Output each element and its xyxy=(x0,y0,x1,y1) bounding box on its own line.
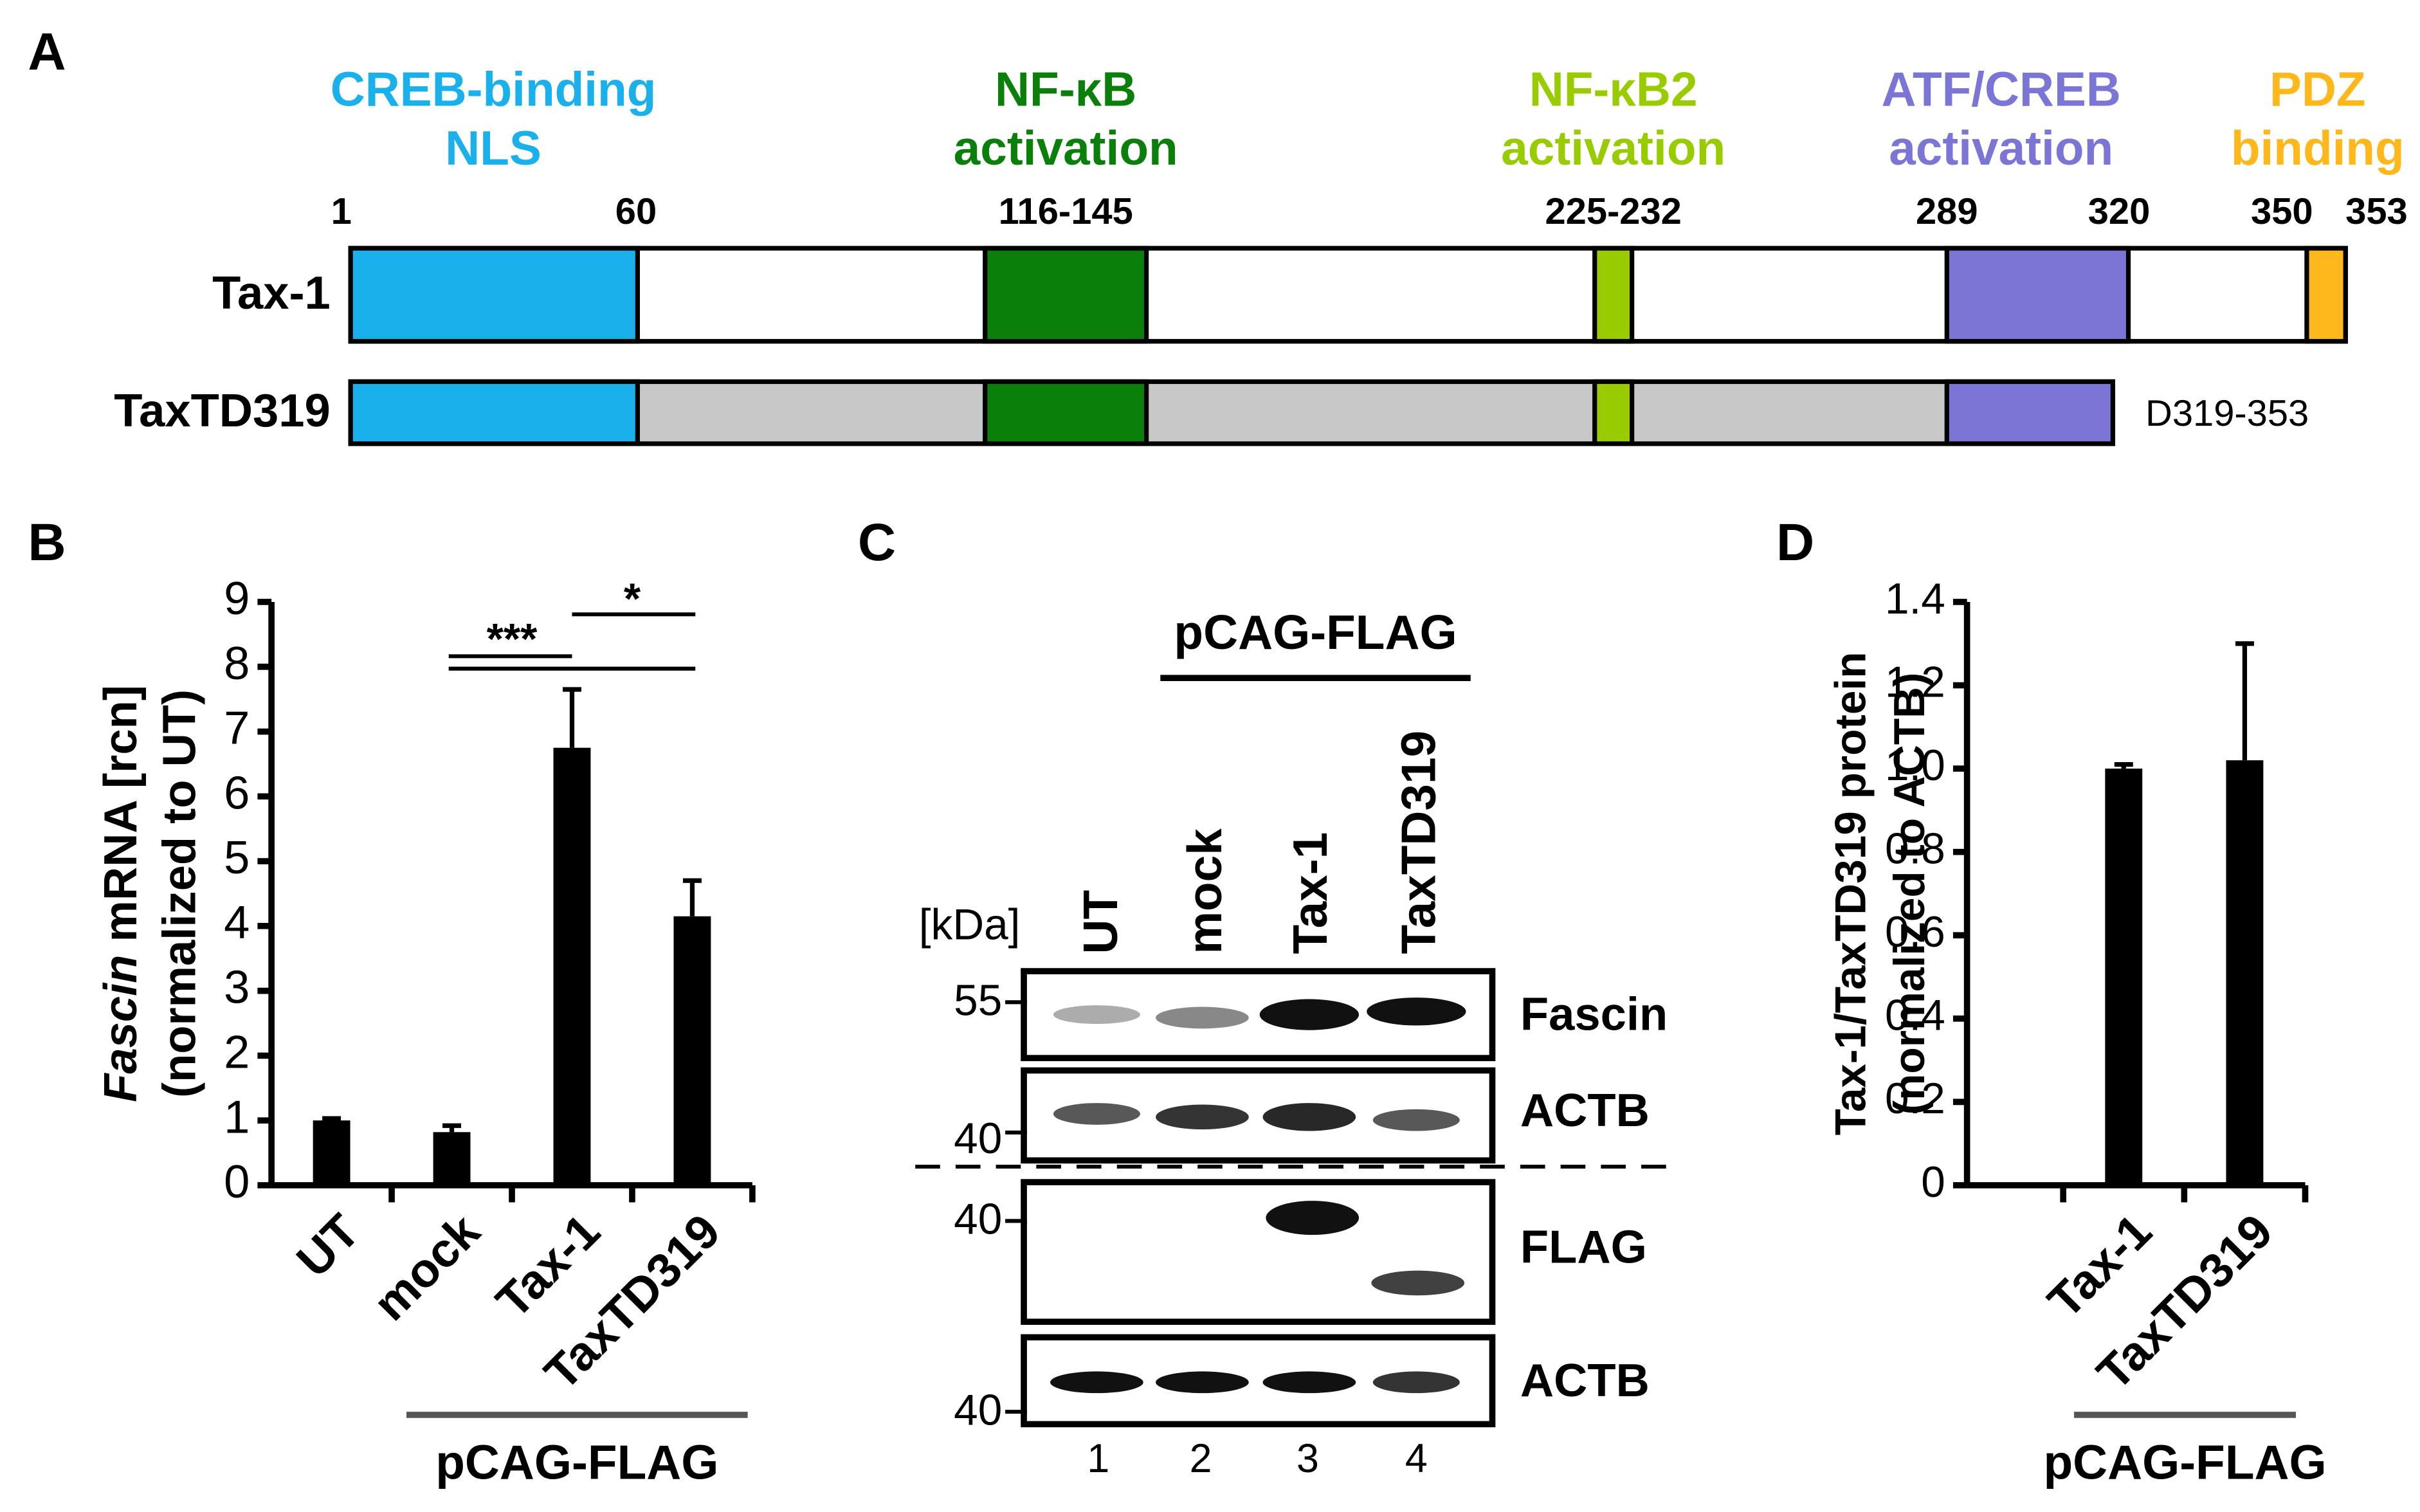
lane-number: 2 xyxy=(1190,1436,1212,1481)
taxtd319-bar xyxy=(348,379,2116,446)
marker-label: 40 xyxy=(954,1196,1002,1244)
lane-number: 3 xyxy=(1296,1436,1319,1481)
marker-label: 40 xyxy=(954,1386,1002,1434)
y-tick-label: 4 xyxy=(224,897,250,949)
blot-label: ACTB xyxy=(1520,1354,1650,1407)
tax1-bar xyxy=(348,246,2348,344)
position: 1 xyxy=(331,191,352,232)
marker-label: 40 xyxy=(954,1115,1002,1163)
domain-name: ATF/CREB xyxy=(1882,62,2121,116)
lane-number: 4 xyxy=(1405,1436,1428,1481)
lane-number: 1 xyxy=(1087,1436,1109,1481)
panel-a: A CREB-binding NLS NF-κB activation NF-κ… xyxy=(28,23,2408,446)
y-tick-label: 0.8 xyxy=(1885,825,1945,873)
lane-label: mock xyxy=(1178,828,1232,954)
error-bar xyxy=(322,1116,341,1121)
y-tick-label: 0 xyxy=(1921,1158,1945,1207)
group-label: pCAG-FLAG xyxy=(1174,605,1457,659)
group-label: pCAG-FLAG xyxy=(435,1435,718,1489)
blot-label: ACTB xyxy=(1520,1084,1650,1136)
construct-label: Tax-1 xyxy=(212,267,331,319)
marker-label: 55 xyxy=(954,977,1002,1025)
position: 350 xyxy=(2251,191,2313,232)
y-tick-label: 7 xyxy=(224,702,250,754)
significance-bracket xyxy=(448,654,696,671)
y-axis-label: (normalized to ACTB) xyxy=(1886,673,1934,1115)
blot-label: Fascin xyxy=(1520,988,1668,1041)
position: 289 xyxy=(1916,191,1978,232)
lane-label: TaxTD319 xyxy=(1392,731,1446,954)
domain-name: CREB-binding xyxy=(331,62,657,116)
group-label: pCAG-FLAG xyxy=(2043,1435,2326,1489)
error-bar xyxy=(563,687,581,748)
panel-letter: A xyxy=(28,23,66,82)
bar xyxy=(2105,769,2143,1185)
y-tick-label: 1.2 xyxy=(1885,658,1945,706)
lane-label: Tax-1 xyxy=(1283,832,1337,954)
domain-name: binding xyxy=(2231,121,2405,175)
y-axis-label: (normalized to UT) xyxy=(154,689,206,1098)
y-tick-label: 9 xyxy=(224,572,250,624)
domain-name: NF-κB xyxy=(995,62,1136,116)
y-tick-label: 8 xyxy=(224,637,250,689)
y-tick-label: 0.4 xyxy=(1885,992,1945,1040)
significance-label: *** xyxy=(487,615,538,664)
domain-name: NF-κB2 xyxy=(1529,62,1698,116)
y-tick-label: 6 xyxy=(224,767,250,819)
bands xyxy=(1050,997,1466,1394)
y-tick-label: 0.6 xyxy=(1885,908,1945,956)
error-bar xyxy=(2235,641,2254,761)
bar xyxy=(673,916,711,1185)
position: 60 xyxy=(615,191,657,232)
y-tick-label: 5 xyxy=(224,832,250,884)
bar xyxy=(433,1132,471,1185)
blot-label: FLAG xyxy=(1520,1221,1647,1273)
error-bar xyxy=(442,1123,462,1133)
y-axis-label: Tax-1/TaxTD319 protein xyxy=(1826,652,1875,1136)
y-tick-label: 0.2 xyxy=(1885,1075,1945,1123)
construct-label: TaxTD319 xyxy=(114,385,331,437)
position: 116-145 xyxy=(999,191,1133,232)
domain-name: activation xyxy=(1501,121,1725,175)
bar-chart: B 0 1 2 3 4 5 6 7 8 9 Fascin mRNA [rcn] (normalized … xyxy=(28,513,756,1489)
y-axis-label-italic: Fascin xyxy=(95,955,147,1102)
x-tick-label: UT xyxy=(286,1204,370,1288)
panel-letter: D xyxy=(1776,513,1814,572)
blot-frames xyxy=(1021,968,1496,1428)
marker-ticks xyxy=(1005,1000,1027,1414)
panel-c: C pCAG-FLAG [kDa] UT mock Tax-1 TaxTD319 xyxy=(858,513,1676,1481)
y-axis-label-space xyxy=(95,942,147,954)
lane-label: UT xyxy=(1073,890,1127,954)
x-tick-label: mock xyxy=(363,1203,490,1331)
error-bar xyxy=(682,878,702,916)
domain-name: activation xyxy=(1889,121,2113,175)
position: 353 xyxy=(2345,191,2408,232)
position: 225-232 xyxy=(1545,191,1681,232)
y-tick-label: 1.4 xyxy=(1885,575,1945,623)
domain-name: PDZ xyxy=(2270,62,2366,116)
deletion-label: D319-353 xyxy=(2145,393,2309,434)
significance-label: * xyxy=(624,575,641,623)
domain-name: NLS xyxy=(445,121,541,175)
y-tick-label: 3 xyxy=(224,961,250,1014)
y-axis-label-text: mRNA [rcn] xyxy=(95,685,147,942)
y-axis-label: Fascin mRNA [rcn] xyxy=(95,685,147,1102)
y-tick-label: 2 xyxy=(224,1026,250,1079)
panel-letter: B xyxy=(28,513,66,572)
y-tick-label: 0 xyxy=(224,1156,250,1208)
domain-name: activation xyxy=(954,121,1178,175)
bar xyxy=(553,747,591,1185)
error-bar xyxy=(2114,762,2133,769)
panel-letter: C xyxy=(858,513,896,572)
y-axis-label-text: Tax-1/TaxTD319 protein xyxy=(1826,652,1875,1136)
unit-label: [kDa] xyxy=(919,900,1021,949)
position: 320 xyxy=(2088,191,2151,232)
bar xyxy=(2226,760,2264,1185)
y-tick-label: 1.0 xyxy=(1885,742,1945,790)
y-tick-label: 1 xyxy=(224,1091,250,1143)
bar xyxy=(313,1120,350,1185)
